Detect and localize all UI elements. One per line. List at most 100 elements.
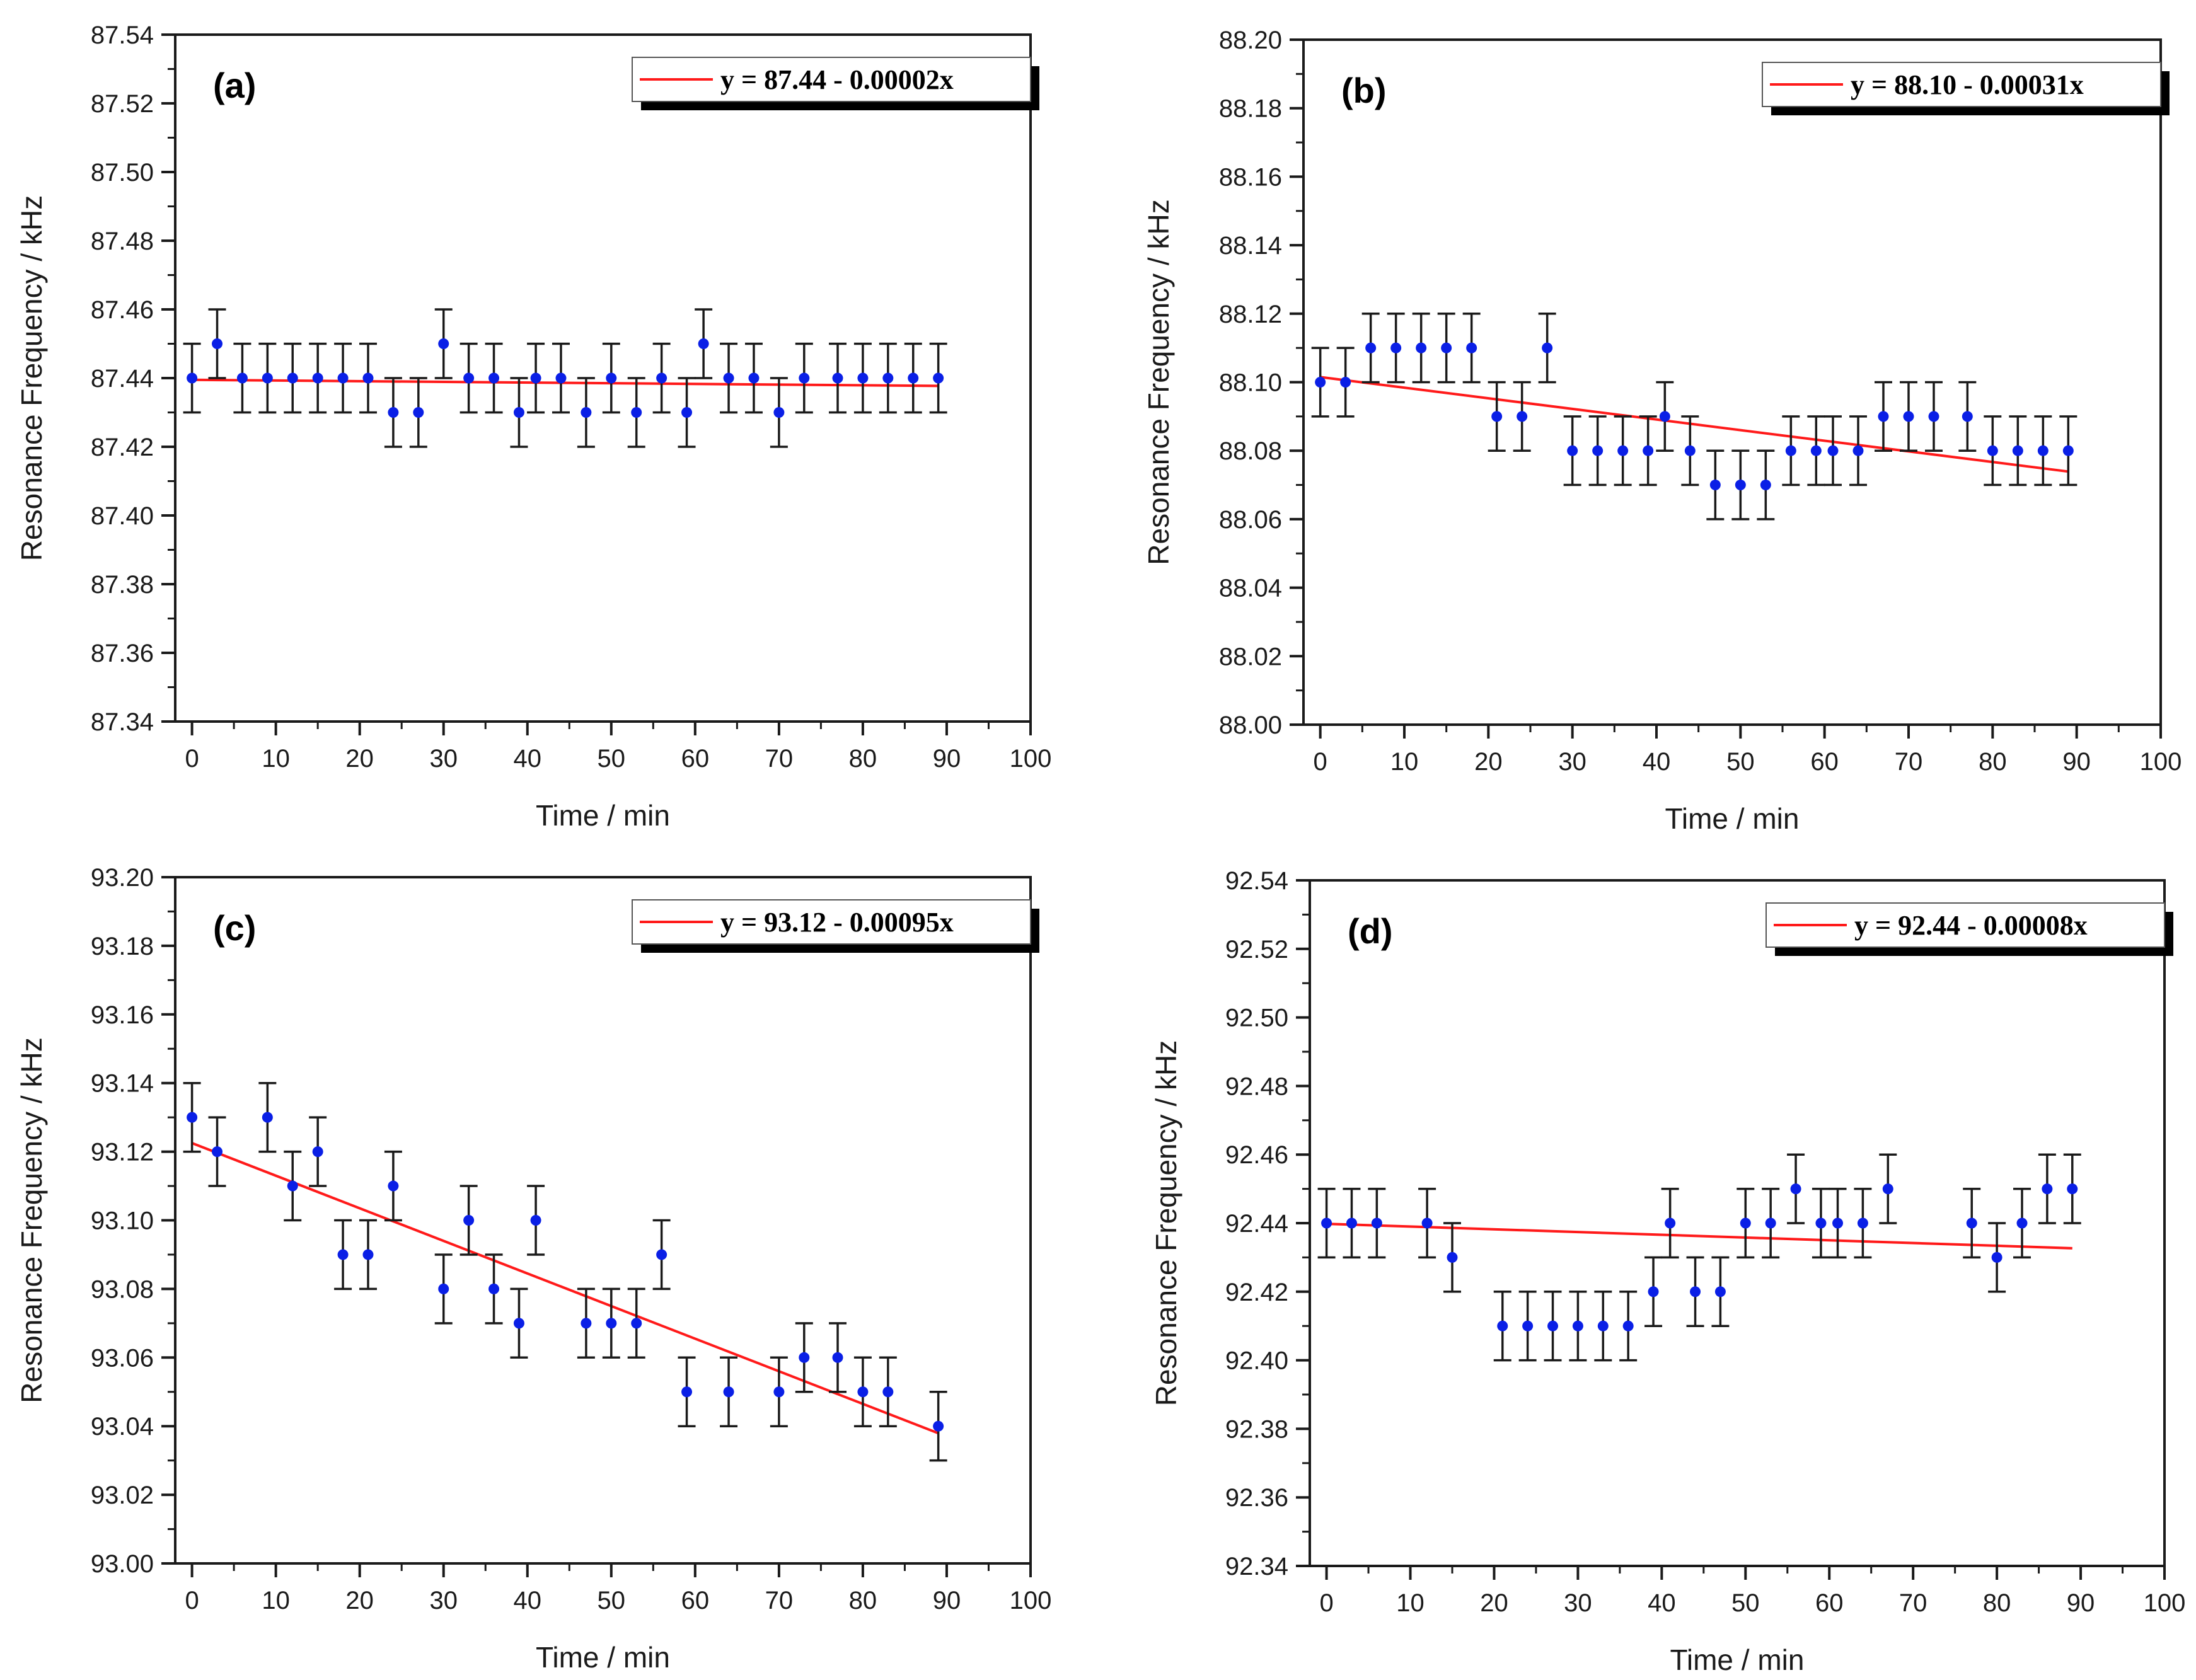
x-tick-label: 40 [514, 745, 542, 773]
data-point [1622, 1320, 1634, 1332]
data-point [463, 372, 475, 384]
y-tick-label: 87.46 [91, 296, 154, 324]
y-tick-label: 92.34 [1225, 1553, 1288, 1580]
data-point [1765, 1217, 1776, 1229]
data-point [513, 1318, 524, 1329]
data-point [1878, 411, 1889, 422]
fit-line [191, 1142, 939, 1435]
x-tick-label: 70 [1895, 748, 1923, 776]
data-point [773, 407, 785, 418]
data-point [857, 1386, 869, 1398]
data-point [933, 372, 944, 384]
data-point [1572, 1320, 1583, 1332]
data-point [631, 407, 642, 418]
y-tick-label: 88.04 [1219, 575, 1282, 602]
data-point [1684, 445, 1696, 456]
fit-line [1326, 1223, 2072, 1250]
data-point [1315, 377, 1326, 388]
y-axis-title: Resonance Frequency / kHz [1142, 199, 1175, 565]
data-point [1522, 1320, 1534, 1332]
data-point [1547, 1320, 1559, 1332]
data-point [2016, 1217, 2028, 1229]
data-point [1597, 1320, 1609, 1332]
data-point [1491, 411, 1503, 422]
data-point [1987, 445, 1998, 456]
data-point [1740, 1217, 1751, 1229]
data-point [1421, 1217, 1433, 1229]
y-tick-label: 92.54 [1225, 867, 1288, 895]
x-tick-label: 20 [1474, 748, 1503, 776]
data-point [1928, 411, 1939, 422]
y-tick-label: 87.48 [91, 227, 154, 255]
x-tick-label: 0 [1314, 748, 1327, 776]
y-tick-label: 88.18 [1219, 95, 1282, 123]
data-point [1542, 342, 1553, 354]
x-tick-label: 60 [1810, 748, 1839, 776]
x-tick-label: 100 [2140, 748, 2182, 776]
data-point [1785, 445, 1796, 456]
y-tick-label: 92.42 [1225, 1279, 1288, 1306]
data-point [908, 372, 919, 384]
data-point [2012, 445, 2023, 456]
data-point [1760, 480, 1771, 491]
data-point [388, 407, 399, 418]
data-point [1690, 1286, 1701, 1297]
data-point [438, 338, 449, 349]
y-tick-label: 92.48 [1225, 1073, 1288, 1100]
x-tick-label: 10 [1390, 748, 1419, 776]
chart-panel-b: 88.00 88.02 88.04 88.06 88.08 88.10 88.12 88.14… [1142, 26, 2182, 835]
data-point [413, 407, 424, 418]
data-point [337, 1249, 349, 1260]
x-tick-label: 90 [2062, 748, 2091, 776]
data-point [1709, 480, 1721, 491]
x-tick-label: 30 [429, 745, 458, 773]
y-tick-label: 92.36 [1225, 1484, 1288, 1512]
chart-panel-a: 87.34 87.36 87.38 87.40 87.42 87.44 87.46 87.48… [15, 21, 1051, 832]
legend-label: y = 92.44 - 0.00008x [1854, 910, 2088, 941]
data-point [1365, 342, 1377, 354]
data-point [362, 372, 374, 384]
y-tick-label: 88.08 [1219, 437, 1282, 465]
data-point [1790, 1183, 1801, 1195]
y-tick-label: 88.00 [1219, 711, 1282, 739]
data-point [1497, 1320, 1508, 1332]
data-point [1852, 445, 1864, 456]
data-point [1882, 1183, 1893, 1195]
x-tick-label: 10 [1396, 1589, 1425, 1617]
y-tick-label: 93.04 [91, 1413, 154, 1441]
data-point [1441, 342, 1452, 354]
data-point [488, 1283, 500, 1294]
x-tick-label: 60 [1815, 1589, 1844, 1617]
x-tick-label: 50 [1726, 748, 1755, 776]
y-tick-label: 92.50 [1225, 1004, 1288, 1032]
data-point [1466, 342, 1477, 354]
data-point [530, 1215, 541, 1226]
data-point [606, 372, 617, 384]
x-axis-title: Time / min [536, 1641, 670, 1674]
data-point [513, 407, 524, 418]
data-point [681, 407, 693, 418]
y-tick-label: 87.40 [91, 502, 154, 530]
x-tick-label: 10 [262, 1587, 290, 1614]
data-point [832, 372, 843, 384]
data-point [1346, 1217, 1357, 1229]
data-point [933, 1420, 944, 1432]
data-point [581, 1318, 592, 1329]
y-tick-label: 87.42 [91, 434, 154, 461]
x-tick-label: 100 [2144, 1589, 2186, 1617]
data-point [1815, 1217, 1827, 1229]
y-axis-title: Resonance Frequency / kHz [15, 1037, 48, 1403]
x-tick-label: 0 [185, 745, 199, 773]
y-tick-label: 87.54 [91, 21, 154, 49]
data-point [488, 372, 500, 384]
x-tick-label: 50 [1731, 1589, 1760, 1617]
data-point [337, 372, 349, 384]
legend-label: y = 88.10 - 0.00031x [1851, 69, 2084, 100]
y-tick-label: 93.08 [91, 1275, 154, 1303]
y-tick-label: 93.14 [91, 1070, 154, 1098]
data-point [262, 372, 273, 384]
y-tick-label: 92.40 [1225, 1347, 1288, 1375]
data-point [1903, 411, 1914, 422]
